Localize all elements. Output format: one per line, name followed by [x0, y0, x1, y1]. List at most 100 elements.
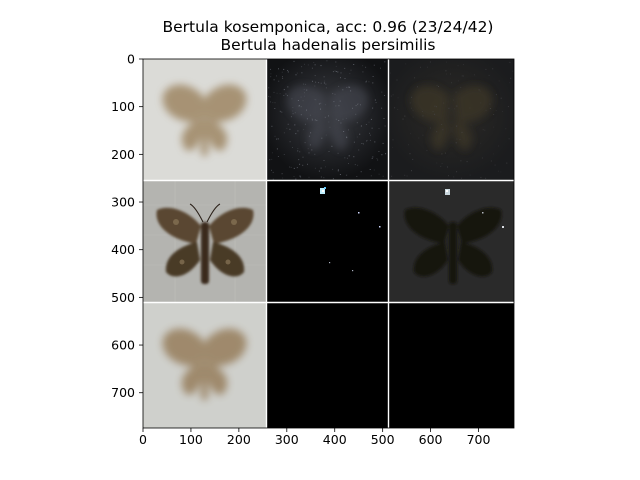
- noise-speck: [306, 118, 308, 120]
- noise-speck: [445, 61, 447, 63]
- noise-speck: [289, 141, 291, 143]
- noise-speck: [283, 95, 285, 96]
- noise-speck: [489, 103, 491, 105]
- noise-speck: [279, 93, 281, 95]
- noise-speck: [328, 115, 329, 117]
- noise-speck: [378, 151, 380, 152]
- y-tick-label: 200: [111, 147, 135, 162]
- noise-speck: [270, 68, 271, 70]
- noise-speck: [271, 169, 272, 171]
- noise-speck: [303, 83, 304, 85]
- noise-speck: [366, 140, 368, 142]
- noise-speck: [500, 97, 502, 99]
- noise-speck: [279, 110, 281, 112]
- noise-speck: [492, 153, 494, 155]
- noise-speck: [350, 90, 352, 92]
- y-tick-label: 700: [111, 385, 135, 400]
- noise-speck: [446, 73, 447, 75]
- noise-speck: [507, 106, 509, 108]
- noise-speck: [348, 155, 350, 157]
- noise-speck: [338, 105, 340, 107]
- noise-speck: [372, 156, 374, 158]
- noise-speck: [332, 168, 334, 170]
- noise-speck: [337, 152, 339, 154]
- noise-speck: [294, 124, 296, 126]
- tile-r1-c1: [267, 181, 388, 302]
- noise-speck: [390, 72, 392, 74]
- noise-speck: [383, 118, 385, 119]
- noise-speck: [510, 77, 512, 79]
- noise-speck: [448, 175, 449, 177]
- noise-speck: [307, 148, 309, 150]
- noise-speck: [334, 70, 336, 72]
- noise-speck: [323, 82, 325, 84]
- chart-title-line1: Bertula kosemponica, acc: 0.96 (23/24/42…: [163, 18, 494, 36]
- noise-speck: [313, 62, 315, 63]
- noise-speck: [390, 95, 392, 97]
- noise-speck: [371, 157, 373, 159]
- noise-speck: [394, 107, 396, 109]
- noise-speck: [365, 81, 367, 83]
- y-tick-label: 300: [111, 195, 135, 210]
- noise-speck: [271, 158, 273, 160]
- noise-speck: [434, 113, 436, 115]
- noise-speck: [345, 117, 347, 119]
- noise-speck: [469, 107, 471, 109]
- noise-speck: [480, 102, 482, 104]
- noise-speck: [406, 175, 408, 177]
- noise-speck: [404, 174, 406, 176]
- noise-speck: [429, 61, 431, 63]
- noise-speck: [276, 138, 277, 140]
- noise-speck: [348, 86, 350, 88]
- noise-speck: [376, 158, 378, 160]
- noise-speck: [422, 115, 424, 117]
- noise-speck: [378, 173, 380, 175]
- noise-speck: [501, 110, 503, 112]
- noise-speck: [422, 134, 424, 136]
- y-tick-label: 600: [111, 338, 135, 353]
- noise-speck: [432, 111, 434, 112]
- noise-speck: [445, 70, 447, 72]
- noise-speck: [412, 116, 414, 118]
- noise-speck: [297, 148, 299, 150]
- noise-speck: [427, 66, 428, 68]
- noise-speck: [344, 78, 346, 79]
- noise-speck: [453, 99, 454, 101]
- noise-speck: [442, 129, 444, 131]
- noise-speck: [332, 178, 334, 180]
- noise-speck: [369, 134, 371, 136]
- noise-speck: [372, 82, 374, 84]
- noise-speck: [278, 80, 280, 82]
- noise-speck: [281, 173, 283, 175]
- noise-speck: [300, 176, 302, 178]
- noise-speck: [271, 125, 273, 127]
- noise-speck: [456, 171, 458, 173]
- noise-speck: [272, 102, 274, 104]
- noise-speck: [512, 70, 514, 72]
- noise-speck: [368, 81, 370, 83]
- noise-speck: [306, 89, 308, 91]
- noise-speck: [420, 66, 421, 68]
- noise-speck: [274, 102, 276, 104]
- noise-speck: [373, 64, 375, 66]
- noise-speck: [335, 65, 337, 67]
- noise-speck: [498, 80, 500, 82]
- noise-speck: [357, 164, 359, 166]
- noise-speck: [370, 175, 372, 177]
- noise-speck: [356, 176, 358, 177]
- noise-speck: [299, 151, 301, 153]
- noise-speck: [469, 174, 471, 176]
- noise-speck: [335, 118, 337, 120]
- noise-speck: [314, 75, 316, 77]
- noise-speck: [374, 141, 376, 143]
- noise-speck: [277, 138, 279, 140]
- noise-speck: [441, 124, 443, 125]
- noise-speck: [346, 86, 348, 88]
- noise-speck: [320, 167, 322, 169]
- noise-speck: [304, 92, 305, 94]
- noise-speck: [489, 108, 491, 109]
- noise-speck: [470, 124, 472, 126]
- noise-speck: [377, 159, 379, 161]
- x-tick-label: 700: [467, 432, 491, 447]
